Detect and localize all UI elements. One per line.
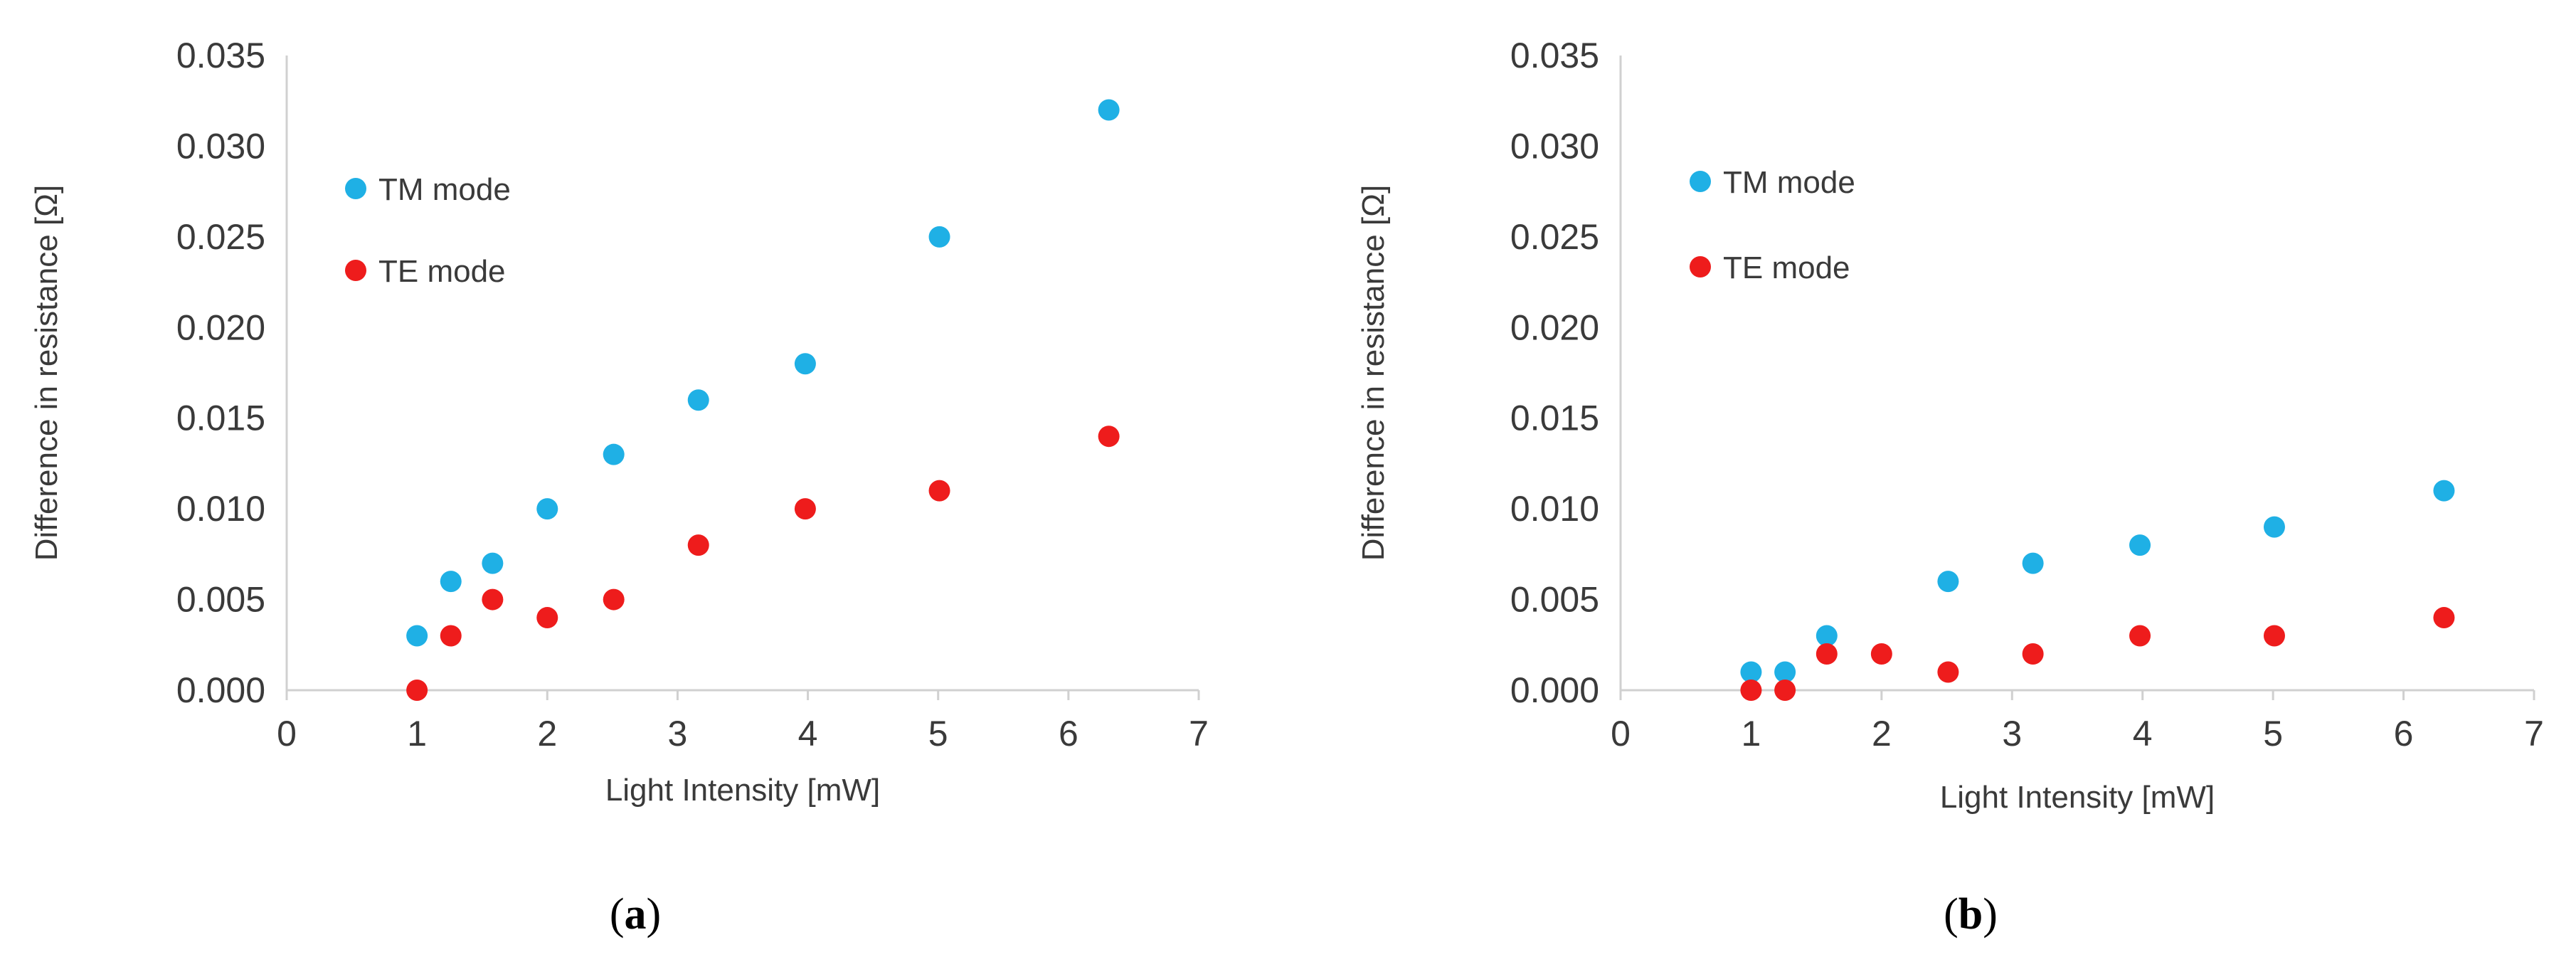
data-point	[794, 353, 816, 375]
data-point	[1098, 99, 1120, 121]
legend-label: TE mode	[1723, 250, 1850, 285]
x-tick-label: 7	[1189, 714, 1209, 754]
data-point	[1774, 661, 1796, 683]
data-point	[536, 607, 558, 629]
data-point	[1937, 571, 1959, 593]
y-tick-label: 0.015	[1510, 398, 1599, 438]
panel-caption: (a)	[610, 890, 661, 939]
data-point	[440, 625, 462, 647]
data-point	[687, 389, 709, 411]
y-tick-label: 0.005	[1510, 580, 1599, 620]
data-point	[440, 571, 462, 593]
data-point	[2263, 625, 2285, 647]
x-tick-label: 7	[2524, 714, 2544, 754]
data-point	[2022, 552, 2044, 574]
x-tick-label: 6	[1059, 714, 1078, 754]
data-point	[1870, 643, 1892, 665]
x-tick-label: 4	[2133, 714, 2153, 754]
data-point	[2433, 607, 2455, 629]
data-point	[928, 480, 950, 502]
x-tick-label: 0	[1611, 714, 1631, 754]
panel-caption: (b)	[1944, 890, 1998, 939]
y-tick-label: 0.020	[1510, 307, 1599, 347]
data-point	[406, 625, 428, 647]
legend-label: TM mode	[378, 172, 511, 207]
series-te-mode	[1740, 607, 2455, 701]
series-tm-mode	[1740, 480, 2455, 683]
y-tick-label: 0.025	[176, 217, 265, 257]
data-point	[2433, 480, 2455, 502]
x-tick-label: 0	[277, 714, 297, 754]
data-point	[2263, 516, 2285, 538]
y-tick-label: 0.030	[1510, 126, 1599, 166]
y-tick-label: 0.015	[176, 398, 265, 438]
x-tick-label: 5	[928, 714, 948, 754]
y-tick-label: 0.035	[1510, 36, 1599, 75]
series-tm-mode	[406, 99, 1120, 647]
x-tick-label: 3	[668, 714, 688, 754]
legend-item-tm-mode: TM mode	[345, 172, 511, 207]
data-point	[406, 680, 428, 701]
data-point	[687, 534, 709, 556]
data-point	[603, 443, 625, 465]
x-tick-label: 2	[537, 714, 557, 754]
panel-letter: a	[625, 890, 647, 939]
x-tick-label: 6	[2394, 714, 2414, 754]
data-point	[794, 498, 816, 520]
chart-panel-b: 0 1 2 3 4 5 6 7 0.000 0.005 0.010 0.015 0.020 0.025 0.…	[1356, 36, 2544, 939]
data-point	[603, 588, 625, 611]
legend-label: TM mode	[1723, 165, 1855, 200]
legend-marker	[1690, 256, 1711, 278]
x-tick-label: 1	[1742, 714, 1761, 754]
legend-marker	[345, 260, 366, 281]
legend-item-tm-mode: TM mode	[1690, 165, 1855, 200]
y-tick-label: 0.010	[176, 489, 265, 529]
x-tick-label: 2	[1872, 714, 1892, 754]
data-point	[1816, 625, 1838, 647]
x-tick-label: 5	[2263, 714, 2283, 754]
series-te-mode	[406, 426, 1120, 701]
y-tick-label: 0.030	[176, 126, 265, 166]
data-point	[1740, 680, 1762, 701]
data-point	[1098, 426, 1120, 448]
data-point	[2129, 625, 2151, 647]
data-point	[2129, 534, 2151, 556]
x-tick-label: 1	[407, 714, 427, 754]
data-point	[1937, 661, 1959, 683]
y-tick-label: 0.035	[176, 36, 265, 75]
x-axis-label: Light Intensity [mW]	[605, 773, 880, 808]
legend-marker	[345, 178, 366, 199]
chart-panel-a: 0 1 2 3 4 5 6 7 0.000 0.005 0.010 0.015 0.020 0.025 0.…	[29, 36, 1209, 939]
y-axis-label: Difference in resistance [Ω]	[1356, 185, 1391, 561]
y-tick-label: 0.025	[1510, 217, 1599, 257]
panel-letter: b	[1958, 890, 1983, 939]
legend-label: TE mode	[378, 254, 506, 289]
x-tick-label: 3	[2002, 714, 2022, 754]
legend-item-te-mode: TE mode	[345, 254, 506, 289]
y-tick-label: 0.000	[1510, 670, 1599, 710]
data-point	[1816, 643, 1838, 665]
legend-item-te-mode: TE mode	[1690, 250, 1850, 285]
data-point	[1740, 661, 1762, 683]
y-tick-label: 0.020	[176, 307, 265, 347]
x-axis-label: Light Intensity [mW]	[1940, 780, 2215, 815]
data-point	[536, 498, 558, 520]
y-axis-label: Difference in resistance [Ω]	[29, 185, 64, 561]
x-tick-label: 4	[798, 714, 818, 754]
data-point	[482, 588, 504, 611]
legend-marker	[1690, 171, 1711, 192]
data-point	[2022, 643, 2044, 665]
data-point	[928, 226, 950, 248]
y-tick-label: 0.000	[176, 670, 265, 710]
data-point	[1774, 680, 1796, 701]
y-tick-label: 0.005	[176, 580, 265, 620]
data-point	[482, 552, 504, 574]
y-tick-label: 0.010	[1510, 489, 1599, 529]
